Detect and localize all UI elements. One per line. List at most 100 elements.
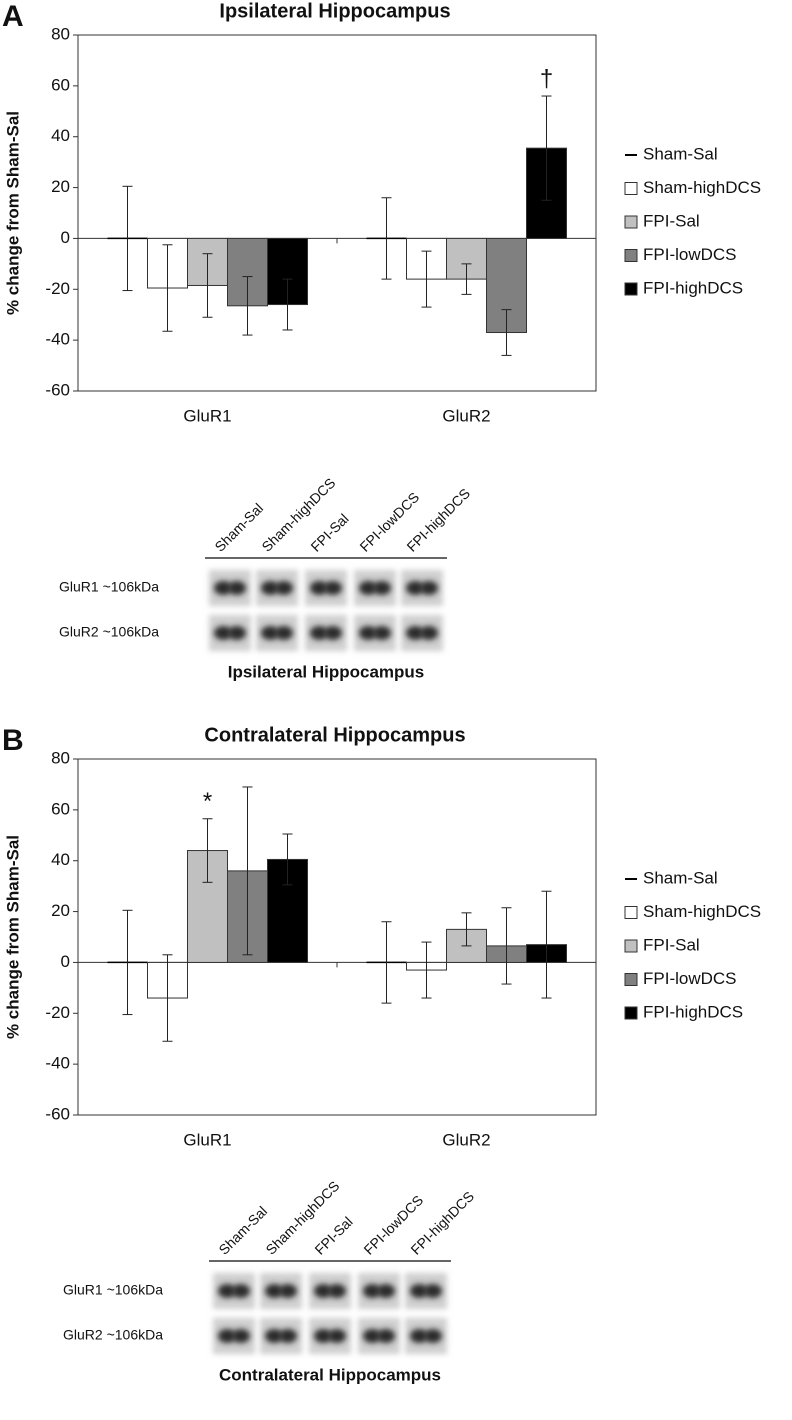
y-tick-label: 60 — [51, 799, 70, 818]
plot-frame — [77, 34, 597, 392]
y-tick-label: -20 — [45, 279, 70, 298]
blot-band — [410, 1329, 428, 1343]
blot-band — [265, 1284, 283, 1298]
annotation: † — [540, 65, 553, 92]
panel-label: B — [2, 724, 24, 757]
legend-label: FPI-Sal — [643, 935, 700, 954]
x-tick-label: GluR2 — [442, 406, 490, 425]
y-tick-label: 80 — [51, 748, 70, 767]
row-label: GluR1 ~106kDa — [63, 1282, 163, 1298]
blot-band — [363, 1284, 381, 1298]
y-tick-label: 40 — [51, 126, 70, 145]
blot-caption: Ipsilateral Hippocampus — [228, 662, 425, 681]
row-label: GluR1 ~106kDa — [59, 579, 159, 595]
legend-label: FPI-Sal — [643, 211, 700, 230]
y-tick-label: 80 — [51, 24, 70, 43]
legend-marker — [624, 215, 638, 229]
error-bar — [122, 909, 133, 1016]
legend-label: Sham-Sal — [643, 868, 718, 887]
blot-band — [218, 1284, 236, 1298]
blot-band — [228, 626, 246, 640]
plot-frame — [77, 758, 597, 1116]
blot-band — [232, 1329, 250, 1343]
blot-band — [420, 626, 438, 640]
legend-label: FPI-highDCS — [643, 278, 743, 297]
blot-band — [424, 1284, 442, 1298]
y-tick-label: 60 — [51, 75, 70, 94]
error-bar — [461, 263, 472, 295]
legend-label: FPI-lowDCS — [643, 969, 737, 988]
blot-band — [406, 626, 424, 640]
lane-label: Sham-Sal — [211, 500, 266, 555]
y-tick-label: 20 — [51, 177, 70, 196]
error-bar — [381, 197, 392, 280]
blot-band — [279, 1329, 297, 1343]
error-bar — [541, 95, 552, 201]
y-axis-label: % change from Sham-Sal — [3, 835, 22, 1039]
blot-band — [265, 1329, 283, 1343]
y-tick-label: 20 — [51, 901, 70, 920]
blot-band — [310, 581, 328, 595]
blot-caption: Contralateral Hippocampus — [219, 1365, 441, 1384]
legend-marker — [624, 1006, 638, 1020]
error-bar — [282, 278, 293, 331]
error-bar — [501, 907, 512, 985]
legend-label: Sham-Sal — [643, 144, 718, 163]
x-tick-label: GluR1 — [183, 406, 231, 425]
row-label: GluR2 ~106kDa — [63, 1327, 163, 1343]
blot-band — [214, 626, 232, 640]
legend-marker — [624, 249, 638, 262]
x-tick-label: GluR2 — [442, 1130, 490, 1149]
blot-band — [406, 581, 424, 595]
legend-marker — [624, 973, 638, 986]
chart-title: Ipsilateral Hippocampus — [219, 0, 450, 22]
legend-marker — [624, 282, 638, 296]
blot-band — [228, 581, 246, 595]
lane-label: FPI-Sal — [307, 510, 351, 554]
lane-label: FPI-Sal — [311, 1213, 355, 1257]
blot-band — [314, 1329, 332, 1343]
legend-label: FPI-lowDCS — [643, 245, 737, 264]
error-bar — [282, 833, 293, 886]
blot-band — [261, 626, 279, 640]
error-bar — [202, 253, 213, 318]
y-axis-label: % change from Sham-Sal — [3, 111, 22, 315]
error-bar — [162, 954, 173, 1042]
legend-marker — [624, 182, 638, 195]
error-bar — [122, 185, 133, 292]
error-bar — [421, 250, 432, 308]
y-tick-label: -20 — [45, 1003, 70, 1022]
chart-title: Contralateral Hippocampus — [204, 724, 465, 746]
y-tick-label: -60 — [45, 1104, 70, 1123]
blot-band — [410, 1284, 428, 1298]
blot-band — [314, 1284, 332, 1298]
blot-band — [324, 581, 342, 595]
blot-band — [324, 626, 342, 640]
y-tick-label: 0 — [61, 228, 70, 247]
blot-band — [214, 581, 232, 595]
blot-band — [359, 581, 377, 595]
lane-label: Sham-Sal — [215, 1203, 270, 1258]
x-tick-label: GluR1 — [183, 1130, 231, 1149]
blot-band — [363, 1329, 381, 1343]
blot-band — [232, 1284, 250, 1298]
blot-band — [275, 581, 293, 595]
y-tick-label: -40 — [45, 330, 70, 349]
y-tick-label: -60 — [45, 380, 70, 399]
legend-marker — [624, 939, 638, 953]
annotation: * — [203, 788, 212, 815]
error-bar — [461, 912, 472, 947]
error-bar — [202, 818, 213, 883]
blot-band — [218, 1329, 236, 1343]
blot-band — [373, 581, 391, 595]
blot-band — [377, 1284, 395, 1298]
y-tick-label: 40 — [51, 850, 70, 869]
error-bar — [541, 890, 552, 999]
blot-band — [424, 1329, 442, 1343]
row-label: GluR2 ~106kDa — [59, 624, 159, 640]
blot-band — [328, 1284, 346, 1298]
blot-band — [328, 1329, 346, 1343]
error-bar — [501, 309, 512, 356]
blot-band — [359, 626, 377, 640]
